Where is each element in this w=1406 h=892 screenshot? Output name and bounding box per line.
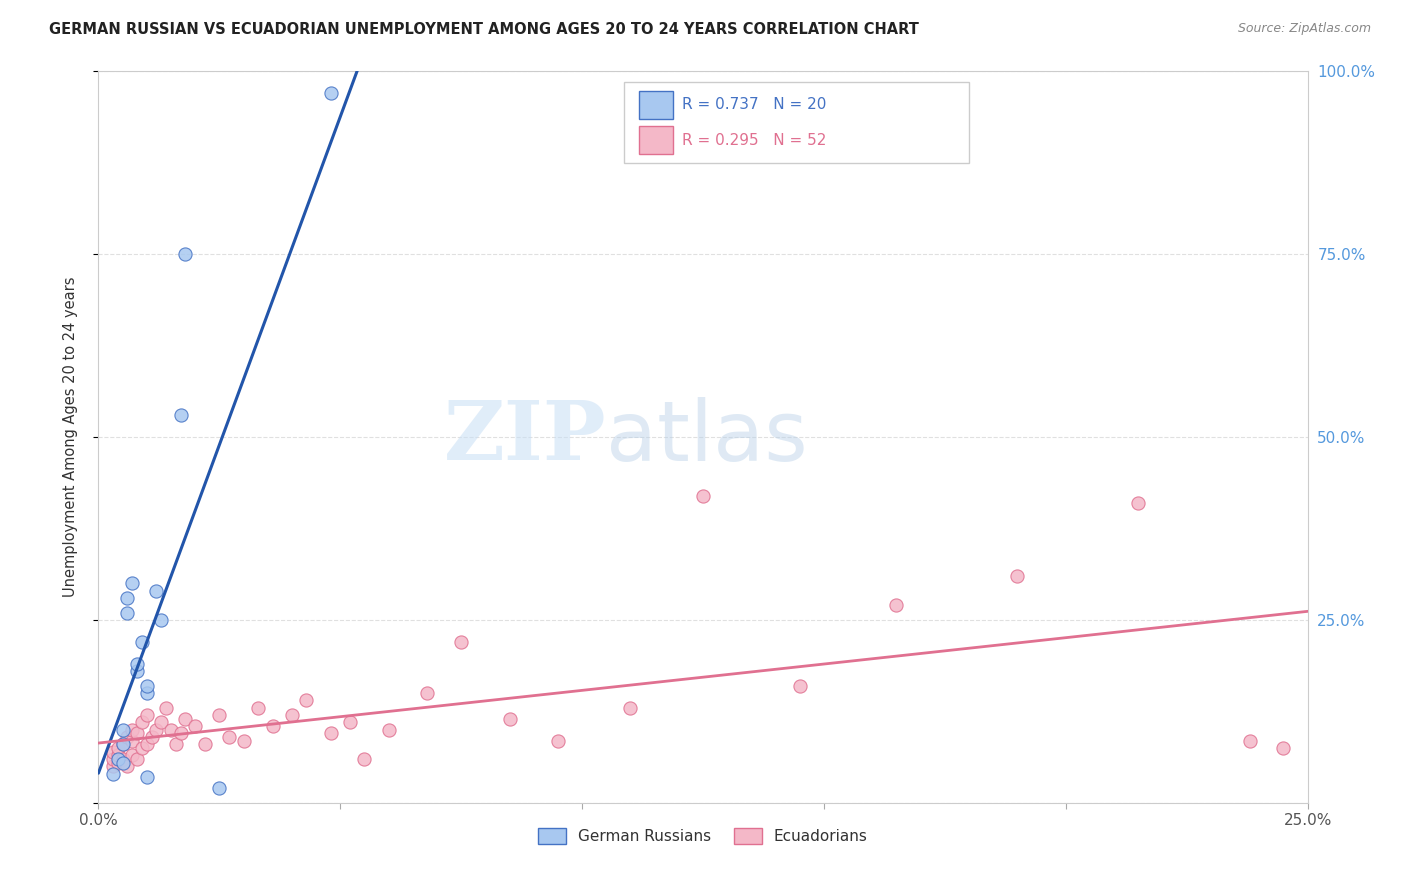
Text: Source: ZipAtlas.com: Source: ZipAtlas.com (1237, 22, 1371, 36)
Point (131, 635, 153, 649)
Point (789, 679, 811, 693)
Point (295, 693, 318, 707)
Point (121, 733, 143, 747)
Point (150, 613, 173, 627)
Point (169, 726, 191, 740)
Point (619, 700, 641, 714)
Point (160, 723, 183, 737)
Point (111, 737, 134, 751)
Point (353, 752, 375, 766)
Point (208, 781, 231, 796)
Point (145, 583, 167, 598)
Point (165, 737, 187, 751)
Point (450, 635, 472, 649)
Point (111, 723, 134, 737)
Point (117, 759, 139, 773)
Point (127, 664, 149, 678)
Point (169, 408, 191, 422)
Point (121, 748, 143, 763)
Point (131, 740, 153, 755)
Point (107, 752, 129, 766)
Point (107, 748, 129, 763)
Point (131, 715, 153, 730)
Point (107, 756, 129, 770)
Point (547, 733, 569, 747)
Point (1272, 740, 1295, 755)
Point (117, 591, 139, 605)
Point (174, 247, 197, 261)
Point (145, 723, 167, 737)
Point (174, 712, 197, 726)
Point (232, 733, 254, 747)
Point (319, 87, 342, 101)
Point (1239, 733, 1261, 747)
Bar (638, 127, 673, 154)
Point (111, 737, 134, 751)
Point (1128, 496, 1150, 510)
Point (150, 715, 173, 730)
Text: GERMAN RUSSIAN VS ECUADORIAN UNEMPLOYMENT AMONG AGES 20 TO 24 YEARS CORRELATION : GERMAN RUSSIAN VS ECUADORIAN UNEMPLOYMEN… (49, 22, 920, 37)
Point (101, 745, 124, 759)
Point (692, 489, 714, 503)
Point (117, 730, 139, 744)
Text: ZIP: ZIP (444, 397, 606, 477)
Point (135, 737, 157, 751)
Text: atlas: atlas (606, 397, 808, 477)
Point (339, 715, 361, 730)
Point (319, 726, 342, 740)
Point (135, 770, 157, 784)
Point (101, 752, 124, 766)
Text: R = 0.295   N = 52: R = 0.295 N = 52 (682, 133, 827, 148)
Point (127, 657, 149, 671)
Point (135, 708, 157, 723)
Bar (624, 82, 969, 163)
Point (155, 700, 177, 714)
Point (127, 726, 149, 740)
Point (498, 712, 520, 726)
Text: R = 0.737   N = 20: R = 0.737 N = 20 (682, 97, 827, 112)
Point (101, 759, 124, 773)
Point (416, 686, 439, 700)
Y-axis label: Unemployment Among Ages 20 to 24 years: Unemployment Among Ages 20 to 24 years (63, 277, 77, 598)
Point (262, 719, 284, 733)
Point (184, 719, 207, 733)
Point (208, 708, 231, 723)
Point (121, 723, 143, 737)
Point (886, 599, 908, 613)
Point (377, 723, 399, 737)
Point (107, 740, 129, 755)
Point (111, 752, 134, 766)
Point (111, 756, 134, 770)
Point (281, 708, 304, 723)
Point (101, 766, 124, 780)
Point (218, 730, 240, 744)
Point (117, 606, 139, 620)
Point (135, 686, 157, 700)
Point (194, 737, 217, 751)
Point (121, 576, 143, 591)
Point (141, 730, 163, 744)
Point (127, 752, 149, 766)
Point (247, 700, 270, 714)
Point (1007, 569, 1029, 583)
Bar (638, 91, 673, 119)
Legend: German Russians, Ecuadorians: German Russians, Ecuadorians (533, 822, 873, 850)
Point (135, 679, 157, 693)
